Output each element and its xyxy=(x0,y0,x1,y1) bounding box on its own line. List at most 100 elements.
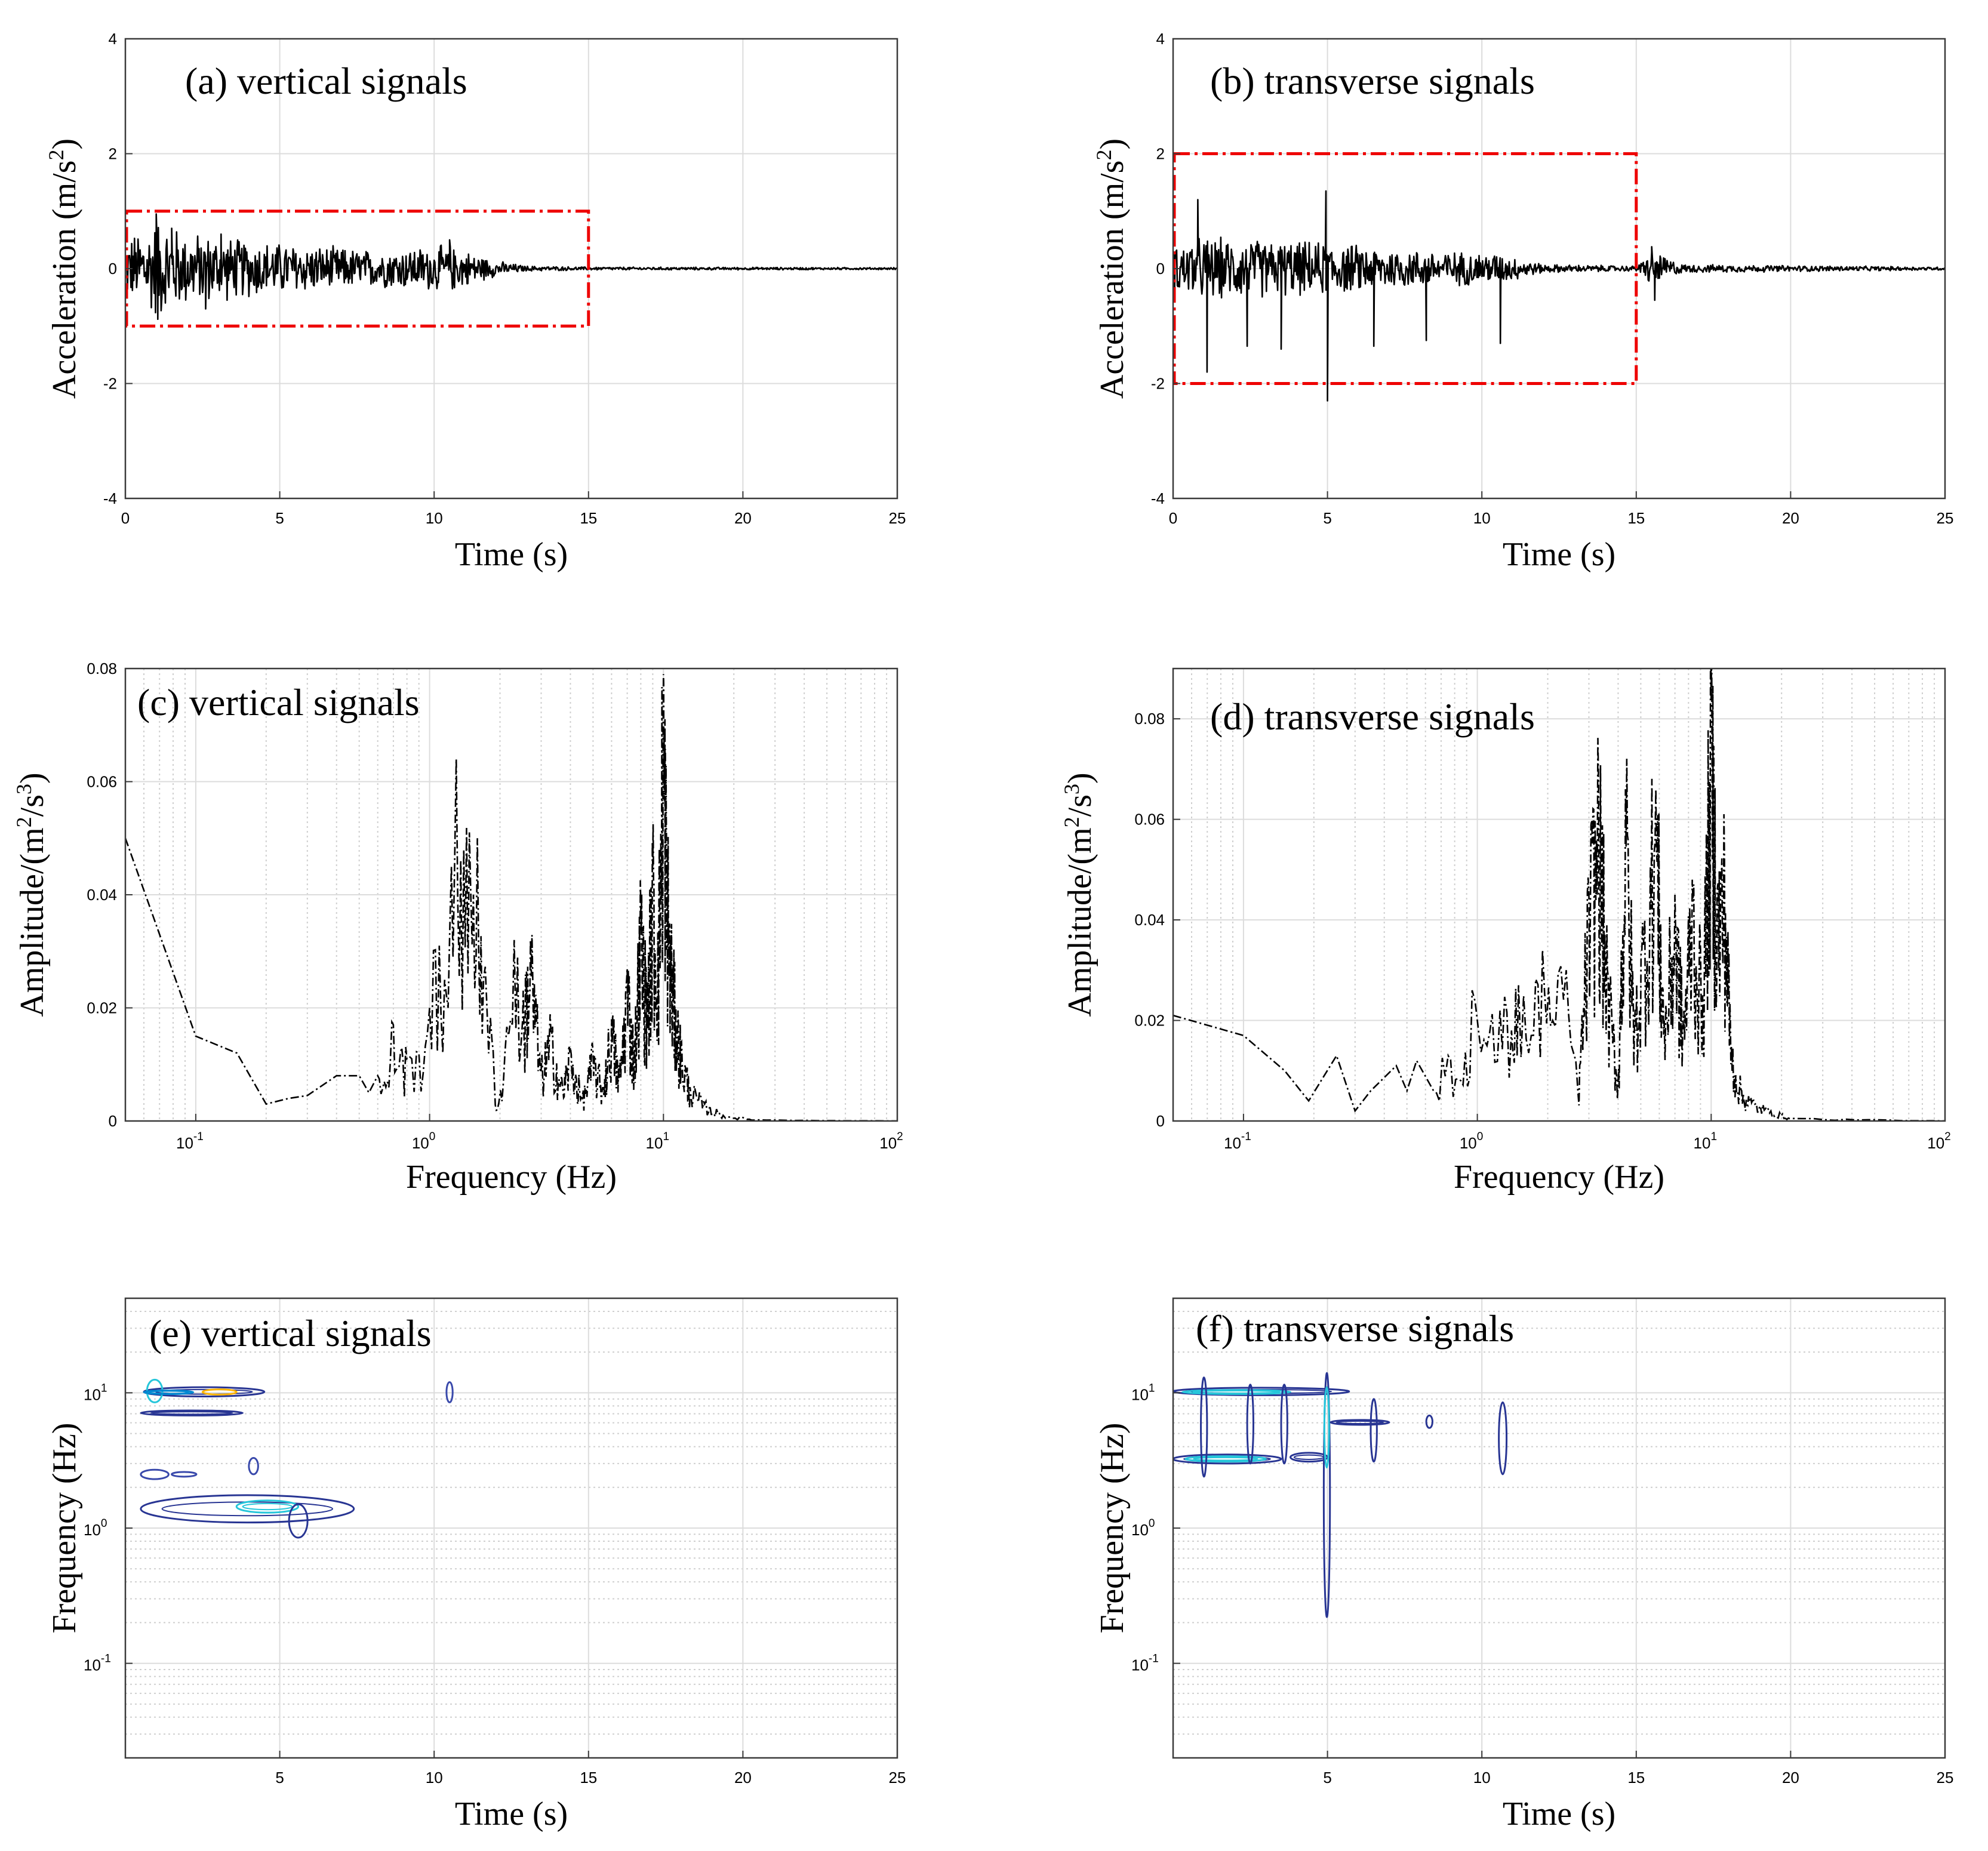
y-tick-label: 4 xyxy=(109,30,117,48)
x-tick-label: 25 xyxy=(889,1769,906,1787)
y-tick-label: 0 xyxy=(109,1112,117,1130)
y-tick-label: -4 xyxy=(103,489,117,507)
y-tick-label: -4 xyxy=(1151,489,1165,507)
contour-mark xyxy=(171,1471,198,1478)
contour-mark xyxy=(1173,1453,1282,1465)
y-label-text: ) xyxy=(46,138,83,150)
x-tick-label: 0 xyxy=(1169,509,1177,527)
y-axis-label: Frequency (Hz) xyxy=(46,1423,83,1634)
x-tick-label: 102 xyxy=(1927,1131,1951,1152)
contour-mark-inner xyxy=(150,1411,233,1415)
x-axis-label: Time (s) xyxy=(1503,536,1615,573)
x-tick-label: 20 xyxy=(734,1769,752,1787)
contour-mark xyxy=(1498,1401,1508,1476)
y-tick-label-exp: -1 xyxy=(101,1653,111,1665)
x-tick-label: 10 xyxy=(1473,509,1491,527)
y-tick-label: 4 xyxy=(1156,30,1165,48)
y-label-text: /s xyxy=(1061,794,1098,817)
y-tick-label: -2 xyxy=(1151,375,1165,393)
y-label-exponent: 2 xyxy=(44,150,68,161)
axes-frame xyxy=(1172,667,1946,1122)
y-label-text: Frequency (Hz) xyxy=(1094,1423,1131,1634)
y-label-text: ) xyxy=(1061,772,1098,784)
x-tick-label: 102 xyxy=(879,1131,903,1152)
panel-title: (f) transverse signals xyxy=(1196,1307,1514,1350)
x-tick-label-base: 10 xyxy=(646,1134,663,1152)
data-layer xyxy=(1173,669,1945,1121)
panel-d: 10-1 100 101 10200.020.040.060.08Frequency … xyxy=(1060,667,1951,1196)
y-label-text: Frequency (Hz) xyxy=(46,1423,83,1634)
panel-a: 0 5 10 15 20 25 -4 -2 0 2 4 Time (s) Acceleration (m… xyxy=(44,30,906,573)
data-layer xyxy=(140,1378,454,1539)
y-axis-label: Frequency (Hz) xyxy=(1094,1423,1131,1634)
y-tick-label-base: 10 xyxy=(84,1385,101,1403)
x-tick-label-base: 10 xyxy=(1694,1134,1711,1152)
x-tick-label-base: 10 xyxy=(176,1134,193,1152)
x-tick-label: 100 xyxy=(412,1131,436,1152)
y-tick-label-exp: 0 xyxy=(101,1517,107,1530)
x-tick-label: 15 xyxy=(1627,509,1645,527)
y-tick-label-exp: 1 xyxy=(1149,1382,1155,1394)
contour-mark-inner xyxy=(1193,1456,1258,1461)
y-label-text: Acceleration (m/s xyxy=(1094,161,1131,399)
y-axis-label: Acceleration (m/s2) xyxy=(44,138,83,399)
x-tick-label: 10 xyxy=(426,509,443,527)
x-tick-label: 15 xyxy=(580,1769,597,1787)
panel-title: (a) vertical signals xyxy=(185,60,467,102)
x-tick-label: 25 xyxy=(1937,1769,1954,1787)
contour-mark xyxy=(1330,1419,1390,1426)
contour-mark xyxy=(235,1499,300,1514)
y-tick-label: -2 xyxy=(103,375,117,393)
y-axis-label: Amplitude/(m2/s3) xyxy=(1060,772,1098,1017)
x-tick-label: 5 xyxy=(275,1769,284,1787)
panel-title: (b) transverse signals xyxy=(1210,60,1535,102)
contour-mark xyxy=(1280,1384,1288,1465)
x-tick-label: 100 xyxy=(1460,1131,1484,1152)
y-label-exponent: 2 xyxy=(12,817,36,827)
y-tick-label: 100 xyxy=(84,1517,107,1539)
y-label-text: Acceleration (m/s xyxy=(46,161,83,399)
contour-mark xyxy=(140,1494,355,1524)
y-label-text: /s xyxy=(14,794,51,817)
x-tick-label-base: 10 xyxy=(1224,1134,1241,1152)
x-tick-label: 10-1 xyxy=(176,1131,204,1152)
y-axis-label: Amplitude/(m2/s3) xyxy=(12,772,51,1017)
y-tick-label-exp: 1 xyxy=(101,1382,107,1394)
data-layer xyxy=(125,213,897,320)
x-tick-label: 20 xyxy=(734,509,752,527)
x-tick-label: 15 xyxy=(1627,1769,1645,1787)
y-tick-label: 0.06 xyxy=(1134,811,1165,829)
panel-b: 0 5 10 15 20 25 -4 -2 0 2 4 Time (s) Acceleration (m… xyxy=(1092,30,1953,573)
contour-mark xyxy=(1323,1386,1330,1469)
x-tick-label-exp: 2 xyxy=(897,1131,903,1143)
contour-mark xyxy=(1322,1372,1331,1618)
y-tick-label-base: 10 xyxy=(1131,1656,1149,1674)
y-tick-label: 0.08 xyxy=(1134,710,1165,728)
contour-mark xyxy=(1200,1376,1208,1478)
y-tick-label-exp: 0 xyxy=(1149,1517,1155,1530)
contour-mark-inner xyxy=(148,1390,189,1394)
contour-mark xyxy=(445,1381,454,1403)
x-tick-label-exp: 0 xyxy=(429,1131,436,1143)
contour-mark-inner xyxy=(242,1502,293,1511)
x-tick-label-exp: 1 xyxy=(663,1131,669,1143)
y-label-text: ) xyxy=(1094,138,1131,150)
contour-mark xyxy=(201,1388,238,1396)
x-tick-label-exp: -1 xyxy=(1241,1131,1251,1143)
y-tick-label: 0 xyxy=(109,260,117,278)
y-tick-label-base: 10 xyxy=(84,1521,101,1539)
x-axis-label: Time (s) xyxy=(1503,1795,1615,1832)
y-tick-label-base: 10 xyxy=(1131,1385,1149,1403)
contour-mark xyxy=(140,1468,170,1480)
contour-mark xyxy=(1370,1398,1378,1463)
contour-mark xyxy=(1425,1414,1433,1429)
panel-title: (c) vertical signals xyxy=(137,681,420,723)
y-tick-label: 100 xyxy=(1131,1517,1155,1539)
x-tick-label-base: 10 xyxy=(879,1134,897,1152)
y-tick-label: 0 xyxy=(1156,1112,1165,1130)
y-axis-label: Acceleration (m/s2) xyxy=(1092,138,1131,399)
x-tick-label: 0 xyxy=(121,509,130,527)
contour-mark-inner xyxy=(1335,1420,1384,1424)
